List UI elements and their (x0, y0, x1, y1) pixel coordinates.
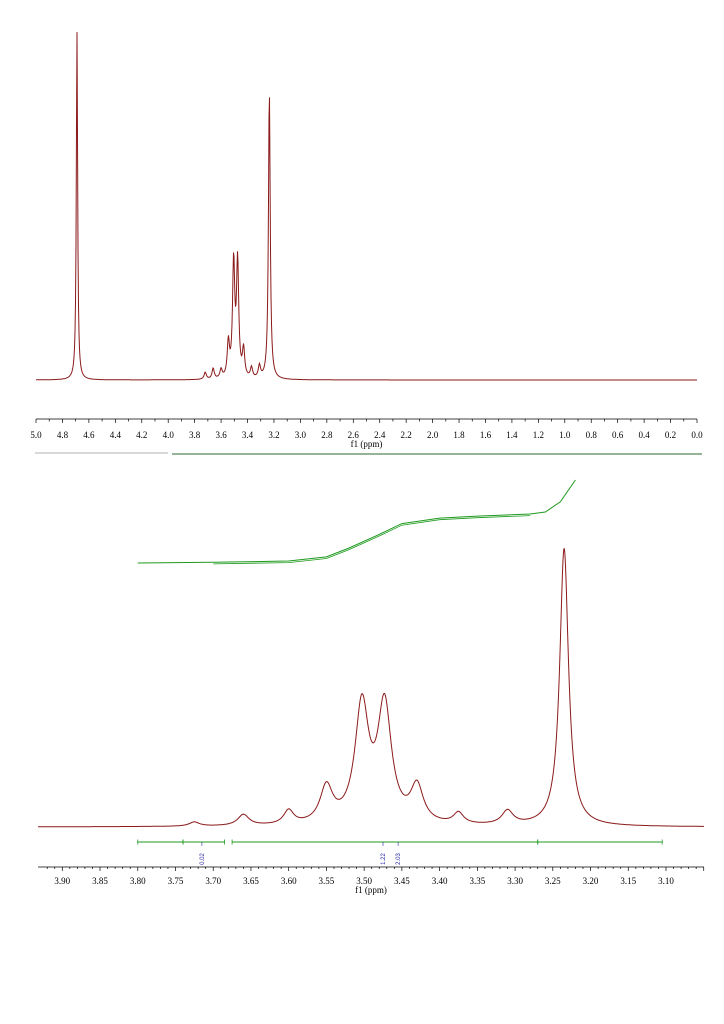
x-tick-label: 4.6 (83, 430, 95, 440)
x-tick-label: 3.6 (215, 430, 227, 440)
x-tick-label: 4.2 (136, 430, 147, 440)
x-tick-label: 0.2 (665, 430, 676, 440)
x-tick-label: 3.55 (319, 876, 335, 886)
x-tick-label: 2.2 (401, 430, 412, 440)
x-tick-label: 2.4 (374, 430, 386, 440)
x-tick-label: 3.75 (168, 876, 184, 886)
x-tick-label: 2.8 (321, 430, 333, 440)
x-tick-label: 0.6 (612, 430, 624, 440)
x-tick-label: 3.90 (54, 876, 70, 886)
integration-regions (137, 839, 663, 845)
integration-value: 1.22 (381, 853, 387, 865)
spectrum-trace (38, 548, 704, 828)
x-tick-label: 3.25 (545, 876, 561, 886)
full-spectrum-panel: 5.0 4.8 4.6 4.4 4.2 4.0 3.8 3.6 3.4 3.2 3.0 2.8 2.6 2… (30, 32, 703, 449)
x-tick-label: 0.4 (638, 430, 650, 440)
x-tick-label: 4.4 (110, 430, 122, 440)
x-tick-label: 3.35 (469, 876, 485, 886)
x-tick-label: 3.60 (281, 876, 297, 886)
x-tick-label: 3.4 (242, 430, 254, 440)
x-tick-label: 5.0 (30, 430, 42, 440)
x-tick-label: 3.20 (583, 876, 599, 886)
x-tick-label: 3.0 (295, 430, 307, 440)
x-tick-label: 3.50 (356, 876, 372, 886)
x-tick-label: 1.6 (480, 430, 492, 440)
x-tick-label: 3.80 (130, 876, 146, 886)
x-tick-label: 0.8 (586, 430, 598, 440)
x-tick-label: 3.85 (92, 876, 108, 886)
integral-curve-overlay (213, 515, 531, 565)
integration-value: 0.02 (200, 853, 206, 865)
x-tick-label: 1.0 (559, 430, 571, 440)
x-tick-label: 3.70 (205, 876, 221, 886)
x-tick-label: 3.10 (658, 876, 674, 886)
x-tick-label: 3.45 (394, 876, 410, 886)
x-tick-label: 1.8 (453, 430, 465, 440)
spectrum-trace (36, 32, 697, 381)
x-tick-label: 3.40 (432, 876, 448, 886)
x-tick-label: 3.2 (268, 430, 279, 440)
x-tick-label: 3.15 (620, 876, 636, 886)
x-tick-label: 0.0 (691, 430, 703, 440)
x-tick-label: 1.2 (533, 430, 544, 440)
x-axis-ticks: 3.90 3.85 3.80 3.75 3.70 3.65 3.60 3.55 3.50 3.45… (46, 867, 705, 886)
x-tick-label: 3.8 (189, 430, 201, 440)
integration-values: 0.02 1.22 2.03 (200, 842, 402, 865)
x-tick-label: 4.0 (163, 430, 175, 440)
x-tick-label: 2.6 (348, 430, 360, 440)
integral-curve (137, 479, 576, 564)
x-tick-label: 1.4 (506, 430, 518, 440)
x-tick-label: 4.8 (57, 430, 69, 440)
x-tick-label: 2.0 (427, 430, 439, 440)
x-axis-title: f1 (ppm) (355, 885, 387, 895)
x-axis-title: f1 (ppm) (351, 439, 383, 449)
x-axis-ticks: 5.0 4.8 4.6 4.4 4.2 4.0 3.8 3.6 3.4 3.2 3.0 2.8 2.6 2… (30, 419, 703, 440)
x-tick-label: 3.65 (243, 876, 259, 886)
expanded-spectrum-panel: 0.02 1.22 2.03 3.90 3.85 3.80 3.75 3.70 3.65 3.6… (38, 479, 705, 895)
integration-value: 2.03 (396, 853, 402, 865)
x-tick-label: 3.30 (507, 876, 523, 886)
